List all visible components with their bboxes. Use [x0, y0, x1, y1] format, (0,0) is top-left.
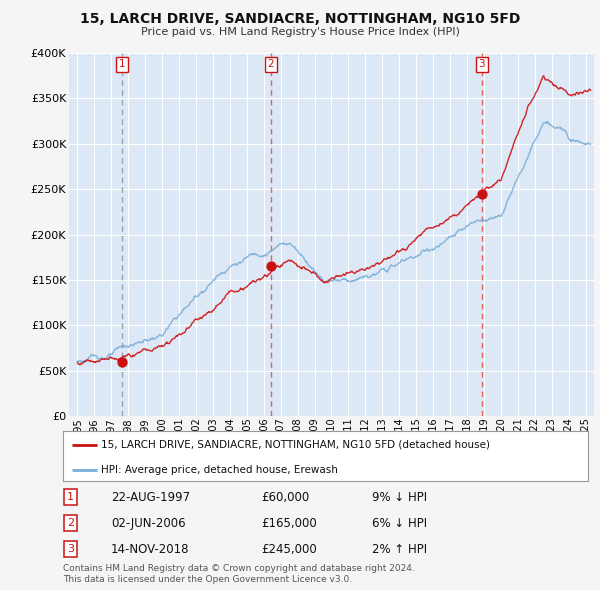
Text: 2: 2	[268, 60, 274, 70]
Text: 15, LARCH DRIVE, SANDIACRE, NOTTINGHAM, NG10 5FD: 15, LARCH DRIVE, SANDIACRE, NOTTINGHAM, …	[80, 12, 520, 26]
Text: £245,000: £245,000	[261, 543, 317, 556]
Text: 1: 1	[119, 60, 125, 70]
Text: 6% ↓ HPI: 6% ↓ HPI	[372, 517, 427, 530]
Text: £165,000: £165,000	[261, 517, 317, 530]
Point	[477, 189, 487, 198]
Point	[266, 261, 275, 271]
Text: 3: 3	[478, 60, 485, 70]
Text: 02-JUN-2006: 02-JUN-2006	[111, 517, 185, 530]
Text: Contains HM Land Registry data © Crown copyright and database right 2024.: Contains HM Land Registry data © Crown c…	[63, 565, 415, 573]
Text: 9% ↓ HPI: 9% ↓ HPI	[372, 491, 427, 504]
Text: 2: 2	[67, 519, 74, 528]
Text: 22-AUG-1997: 22-AUG-1997	[111, 491, 190, 504]
Text: 14-NOV-2018: 14-NOV-2018	[111, 543, 190, 556]
Text: £60,000: £60,000	[261, 491, 309, 504]
Text: 1: 1	[67, 493, 74, 502]
Point	[118, 357, 127, 366]
Text: 3: 3	[67, 545, 74, 554]
Text: 15, LARCH DRIVE, SANDIACRE, NOTTINGHAM, NG10 5FD (detached house): 15, LARCH DRIVE, SANDIACRE, NOTTINGHAM, …	[101, 440, 490, 450]
Text: This data is licensed under the Open Government Licence v3.0.: This data is licensed under the Open Gov…	[63, 575, 352, 584]
Text: HPI: Average price, detached house, Erewash: HPI: Average price, detached house, Erew…	[101, 465, 338, 475]
Text: 2% ↑ HPI: 2% ↑ HPI	[372, 543, 427, 556]
Text: Price paid vs. HM Land Registry's House Price Index (HPI): Price paid vs. HM Land Registry's House …	[140, 27, 460, 37]
